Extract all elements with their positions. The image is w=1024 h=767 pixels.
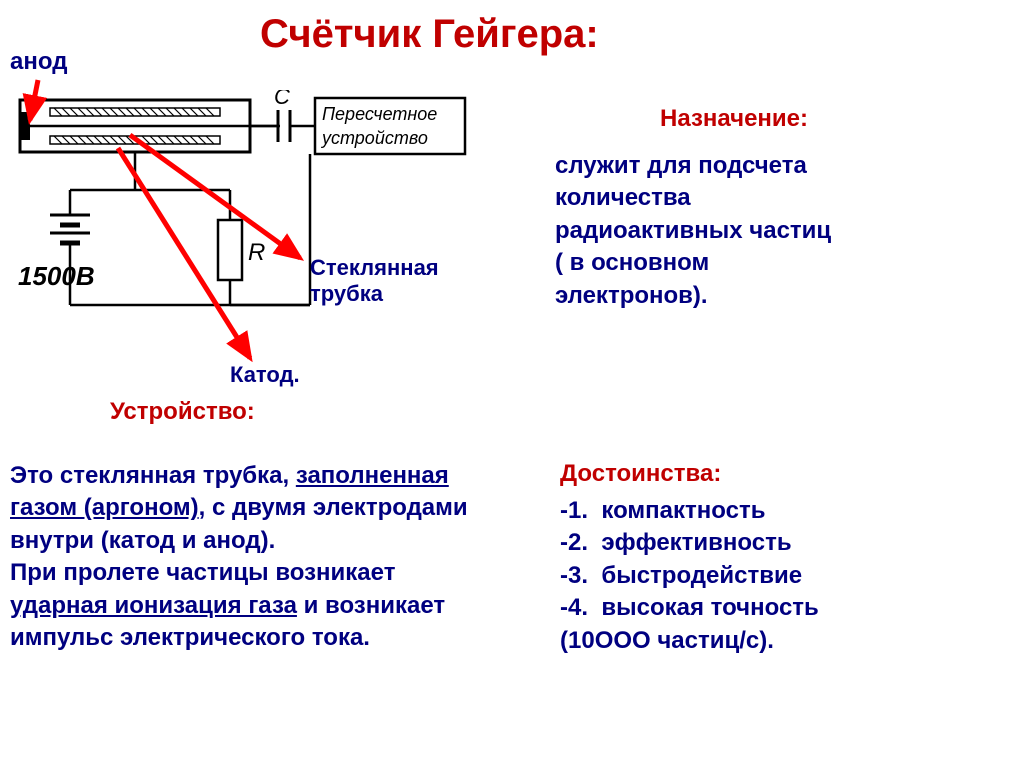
device-box-line2: устройство (320, 128, 428, 148)
voltage-text: 1500В (18, 261, 95, 291)
advantages-list: -1. компактность -2. эффективность -3. б… (560, 495, 819, 657)
device-line-underline: заполненная (296, 462, 449, 489)
device-line-underline: ударная ионизация газа (10, 592, 297, 619)
device-line: импульс электрического тока. (10, 624, 370, 651)
resistor-label: R (248, 239, 265, 266)
advantage-item: -3. быстродействие (560, 560, 819, 592)
device-line: Это стеклянная трубка, (10, 462, 296, 489)
purpose-line: количества (555, 184, 691, 211)
device-box-line1: Пересчетное (322, 104, 437, 124)
purpose-text: служит для подсчета количества радиоакти… (555, 150, 1015, 312)
cathode-label: Катод. (230, 362, 300, 388)
device-line: внутри (катод и анод). (10, 527, 275, 554)
advantage-footer: (10ООО частиц/с). (560, 625, 819, 657)
device-heading: Устройство: (110, 398, 255, 426)
device-line-underline: газом (аргоном) (10, 494, 199, 521)
device-line: , с двумя электродами (199, 494, 468, 521)
glass-tube-label: Стеклянная трубка (310, 255, 439, 308)
advantage-item: -1. компактность (560, 495, 819, 527)
purpose-line: радиоактивных частиц (555, 217, 831, 244)
capacitor-label: C (274, 90, 290, 109)
device-line: При пролете частицы возникает (10, 559, 395, 586)
device-line: и возникает (297, 592, 445, 619)
purpose-heading: Назначение: (660, 105, 808, 133)
device-text: Это стеклянная трубка, заполненная газом… (10, 460, 530, 654)
advantages-heading: Достоинства: (560, 460, 721, 488)
tube-label-line: трубка (310, 281, 383, 306)
advantage-item: -4. высокая точность (560, 592, 819, 624)
advantage-item: -2. эффективность (560, 527, 819, 559)
purpose-line: ( в основном (555, 249, 709, 276)
purpose-line: служит для подсчета (555, 152, 807, 179)
purpose-line: электронов). (555, 282, 708, 309)
tube-label-line: Стеклянная (310, 255, 439, 280)
page-title: Счётчик Гейгера: (260, 12, 599, 57)
anode-label: анод (10, 48, 67, 76)
